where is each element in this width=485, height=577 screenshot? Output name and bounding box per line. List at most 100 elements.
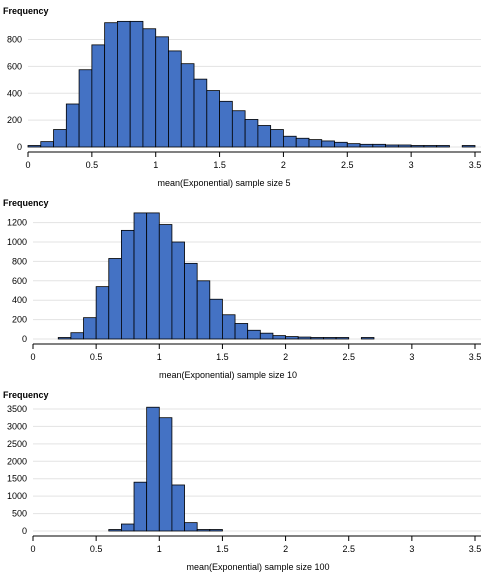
histogram-bar xyxy=(108,529,122,532)
histogram-panel-3: 0 500 1000 1500 2000 2500 3000 3500 0 0.5 1 1.5 2 2.… xyxy=(3,390,481,572)
histogram-bar xyxy=(385,144,399,148)
histogram-bar xyxy=(108,258,122,340)
histogram-bar xyxy=(133,212,148,340)
histogram-bar xyxy=(259,332,274,340)
x-axis-label-1: mean(Exponential) sample size 5 xyxy=(157,178,290,188)
histogram-bar xyxy=(219,100,233,148)
y-tick-label: 400 xyxy=(7,88,22,98)
histogram-bar xyxy=(372,143,387,148)
histogram-bar xyxy=(158,224,173,340)
histogram-bar xyxy=(335,337,350,340)
x-tick-label: 2.5 xyxy=(341,160,354,170)
y-tick-label: 400 xyxy=(12,295,27,305)
histogram-bar xyxy=(257,125,272,148)
histogram-bar xyxy=(209,529,223,532)
histogram-bar xyxy=(285,336,299,340)
y-tick-label: 0 xyxy=(22,334,27,344)
histogram-bar xyxy=(346,143,361,148)
y-tick-label: 800 xyxy=(12,256,27,266)
histogram-bar xyxy=(91,44,106,148)
histogram-bar xyxy=(321,140,335,148)
histogram-bar xyxy=(184,522,198,532)
histogram-bar xyxy=(180,63,195,148)
histogram-bar xyxy=(27,145,42,148)
histogram-bar xyxy=(146,212,160,340)
y-tick-label: 3500 xyxy=(7,404,27,414)
histogram-bar xyxy=(65,103,80,148)
x-tick-label: 2.5 xyxy=(342,544,355,554)
x-tick-label: 2 xyxy=(283,352,288,362)
x-ticks-3: 0 0.5 1 1.5 2 2.5 3 3.5 xyxy=(30,536,481,554)
histogram-bar xyxy=(40,141,54,148)
histogram-bar xyxy=(142,28,157,148)
x-tick-label: 3 xyxy=(409,544,414,554)
y-tick-label: 1500 xyxy=(7,474,27,484)
histogram-bar xyxy=(117,20,131,148)
y-ticks-1: 0 200 400 600 800 xyxy=(7,35,22,153)
histogram-bar xyxy=(360,337,375,340)
histogram-bar xyxy=(155,36,169,148)
histogram-bar xyxy=(121,229,135,340)
histogram-bar xyxy=(283,135,297,148)
histogram-bar xyxy=(410,145,425,148)
y-tick-label: 200 xyxy=(7,115,22,125)
histogram-bar xyxy=(168,50,182,148)
y-ticks-2: 0 200 400 600 800 1000 1200 xyxy=(7,218,27,344)
x-tick-label: 2 xyxy=(281,160,286,170)
histogram-bar xyxy=(231,110,246,148)
histogram-bar xyxy=(206,90,220,148)
x-tick-label: 3.5 xyxy=(469,544,482,554)
histogram-bar xyxy=(461,145,476,148)
histogram-bar xyxy=(334,141,348,148)
plot-area-3 xyxy=(33,402,481,532)
histogram-panel-1: 0 200 400 600 800 0 0.5 1 1.5 2 2.5 3 3.5 Frequency… xyxy=(3,6,481,188)
histogram-bar xyxy=(234,323,249,340)
histogram-bar xyxy=(146,406,160,532)
x-tick-label: 0 xyxy=(25,160,30,170)
histogram-bar xyxy=(397,144,412,148)
histogram-bar xyxy=(158,417,173,532)
x-tick-label: 0 xyxy=(30,544,35,554)
x-tick-label: 1.5 xyxy=(216,352,229,362)
x-axis-label-3: mean(Exponential) sample size 100 xyxy=(186,562,329,572)
x-axis-label-2: mean(Exponential) sample size 10 xyxy=(159,370,297,380)
x-tick-label: 3 xyxy=(409,160,414,170)
histogram-bar xyxy=(295,137,310,148)
histogram-bar xyxy=(104,22,118,148)
histogram-bar xyxy=(193,78,208,148)
histogram-bar xyxy=(196,529,211,532)
y-tick-label: 0 xyxy=(22,526,27,536)
histogram-bar xyxy=(222,314,236,340)
histogram-bar xyxy=(171,484,185,532)
histogram-bar xyxy=(270,129,284,148)
y-tick-label: 1000 xyxy=(7,237,27,247)
histogram-bar xyxy=(184,262,198,340)
y-tick-label: 0 xyxy=(17,142,22,152)
histogram-bar xyxy=(83,317,97,340)
y-tick-label: 2000 xyxy=(7,456,27,466)
x-tick-label: 0 xyxy=(30,352,35,362)
y-tick-label: 500 xyxy=(12,509,27,519)
histogram-bar xyxy=(436,145,450,148)
histogram-bar xyxy=(308,139,323,148)
x-tick-label: 2.5 xyxy=(342,352,355,362)
histogram-bar xyxy=(323,337,337,340)
histogram-bar xyxy=(133,481,148,532)
histogram-bar xyxy=(70,332,84,340)
x-ticks-1: 0 0.5 1 1.5 2 2.5 3 3.5 xyxy=(25,152,481,170)
y-tick-label: 800 xyxy=(7,35,22,45)
histogram-bar xyxy=(171,241,185,340)
histogram-bar xyxy=(129,20,144,148)
y-ticks-3: 0 500 1000 1500 2000 2500 3000 3500 xyxy=(7,404,27,536)
x-ticks-2: 0 0.5 1 1.5 2 2.5 3 3.5 xyxy=(30,344,481,362)
histogram-bar xyxy=(95,286,110,340)
x-tick-label: 1.5 xyxy=(213,160,226,170)
x-tick-label: 3 xyxy=(409,352,414,362)
histogram-bar xyxy=(53,129,67,148)
histogram-bar xyxy=(247,329,261,340)
histogram-bar xyxy=(57,337,72,340)
y-tick-label: 600 xyxy=(7,61,22,71)
y-tick-label: 3000 xyxy=(7,421,27,431)
histogram-bar xyxy=(423,145,438,148)
